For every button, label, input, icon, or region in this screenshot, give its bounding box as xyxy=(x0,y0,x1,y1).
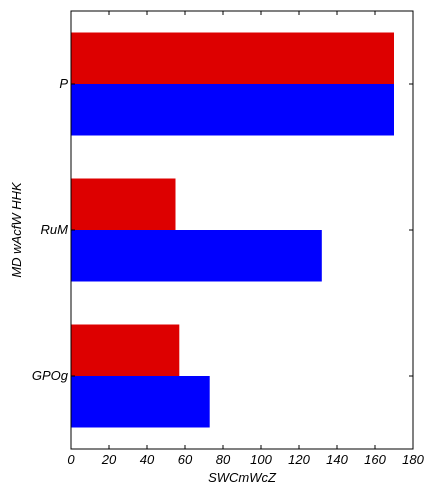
x-tick-label: 60 xyxy=(178,452,193,467)
bar-gpog-series-2 xyxy=(71,324,180,376)
x-tick-label: 80 xyxy=(216,452,231,467)
x-tick-label: 180 xyxy=(402,452,424,467)
bar-rum-series-1 xyxy=(71,230,322,282)
plot-frame xyxy=(70,10,414,450)
bar-p-series-2 xyxy=(71,32,394,84)
x-tick-label: 140 xyxy=(326,452,348,467)
x-tick-label: 20 xyxy=(101,452,117,467)
bar-p-series-1 xyxy=(71,84,394,136)
x-tick-label: 120 xyxy=(288,452,310,467)
x-tick-label: 100 xyxy=(250,452,272,467)
x-tick-label: 40 xyxy=(140,452,155,467)
x-tick-label: 0 xyxy=(67,452,75,467)
bar-gpog-series-1 xyxy=(71,376,210,428)
y-tick-label: GPOg xyxy=(32,368,69,383)
y-tick-label: RuM xyxy=(41,222,69,237)
bar-rum-series-2 xyxy=(71,178,176,230)
y-axis-label: MD wAcfW HHK xyxy=(9,181,24,278)
x-tick-label: 160 xyxy=(364,452,386,467)
y-tick-label: P xyxy=(59,76,68,91)
x-axis-label: SWCmWcZ xyxy=(208,470,277,485)
bars-group xyxy=(71,32,394,428)
ticks-group: GPOg RuM P 0 20 40 60 80 100 120 140 160 180 xyxy=(32,11,425,467)
